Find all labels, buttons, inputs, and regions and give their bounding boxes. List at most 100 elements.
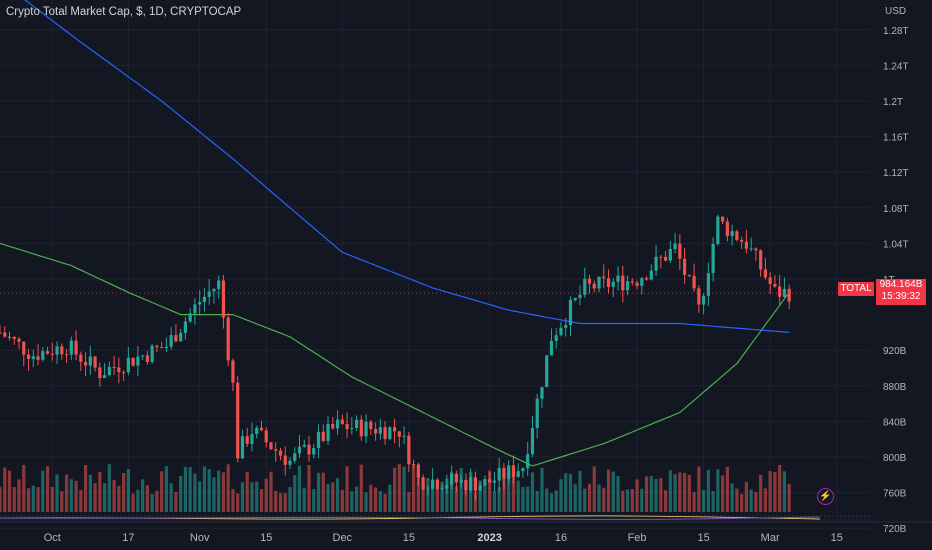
candle-body (578, 294, 582, 298)
volume-bar (131, 493, 135, 512)
volume-bar (549, 493, 554, 512)
candle-body (221, 280, 226, 318)
volume-bar (545, 488, 549, 512)
volume-bar (473, 491, 478, 512)
candle-body (421, 477, 425, 490)
volume-bar (445, 478, 449, 512)
candle-body (79, 354, 83, 362)
candle-body (668, 249, 672, 261)
x-tick-label: 2023 (477, 532, 501, 544)
volume-bar (364, 492, 368, 512)
volume-bar (602, 487, 606, 512)
candle-body (763, 269, 768, 278)
volume-bar (568, 474, 573, 512)
volume-bar (122, 473, 126, 512)
volume-bar (369, 484, 373, 512)
candle-body (644, 278, 649, 280)
volume-bar (583, 488, 587, 512)
volume-bar (136, 489, 140, 512)
volume-bar (179, 475, 183, 512)
volume-bar (644, 476, 649, 512)
volume-bar (264, 478, 268, 512)
volume-bar (373, 487, 378, 512)
candle-body (345, 424, 349, 429)
candle-body (583, 278, 587, 295)
volume-bar (98, 471, 102, 512)
volume-bar (83, 464, 88, 512)
volume-bar (407, 492, 411, 512)
candle-body (535, 398, 539, 428)
volume-bar (378, 491, 382, 512)
volume-bar (64, 474, 69, 512)
candle-body (735, 231, 739, 241)
candle-body (245, 436, 249, 444)
candle-body (692, 275, 696, 289)
volume-bar (702, 489, 706, 512)
candle-body (236, 382, 240, 459)
candle-body (255, 427, 259, 435)
candle-body (359, 419, 363, 437)
candle-body (131, 357, 135, 366)
volume-bar (673, 474, 677, 512)
candle-body (183, 321, 188, 333)
volume-bar (207, 469, 211, 512)
x-tick-label: 15 (831, 532, 843, 544)
candle-body (521, 468, 525, 472)
volume-bar (511, 476, 516, 512)
candle-body (302, 444, 306, 447)
volume-bar (721, 475, 725, 512)
countdown: 15:39:32 (881, 291, 921, 302)
candle-body (74, 340, 78, 355)
volume-bar (450, 471, 454, 512)
volume-bar (773, 472, 777, 512)
y-tick-label: 1.24T (883, 61, 909, 72)
volume-bar (564, 473, 568, 512)
candle-body (269, 442, 273, 450)
candle-body (69, 340, 73, 355)
volume-bar (74, 480, 78, 512)
candle-body (383, 427, 387, 440)
volume-bar (640, 488, 644, 512)
candle-body (364, 421, 368, 437)
y-tick-label: 840B (883, 417, 907, 428)
candle-body (597, 276, 601, 289)
candle-body (207, 291, 211, 297)
volume-bar (245, 471, 249, 512)
flash-icon[interactable]: ⚡ (817, 488, 834, 505)
candle-body (264, 430, 268, 443)
candle-body (36, 356, 40, 360)
volume-bar (678, 472, 682, 512)
volume-bar (526, 486, 530, 512)
volume-bar (706, 469, 710, 512)
volume-bar (659, 478, 663, 512)
volume-bar (787, 483, 791, 512)
volume-bar (606, 469, 611, 512)
volume-bar (102, 483, 107, 512)
chart-title: Crypto Total Market Cap, $, 1D, CRYPTOCA… (6, 6, 242, 18)
volume-bar (654, 478, 658, 512)
candle-body (545, 355, 549, 388)
volume-bar (202, 466, 207, 512)
currency-label: USD (885, 6, 907, 17)
volume-bar (22, 464, 26, 512)
volume-bar (530, 472, 535, 512)
candle-body (188, 313, 192, 322)
candle-body (136, 356, 140, 366)
volume-bar (50, 486, 54, 512)
symbol-badge: TOTAL (838, 282, 874, 296)
candle-body (606, 278, 611, 287)
candle-body (226, 317, 230, 361)
candle-body (145, 355, 149, 362)
volume-bar (274, 490, 278, 512)
candle-body (549, 340, 554, 356)
volume-bar (621, 490, 625, 512)
volume-bar (141, 479, 145, 512)
volume-bar (464, 487, 468, 512)
volume-bar (255, 481, 259, 512)
price-badge: 984.164B 15:39:32 (876, 279, 926, 305)
candle-body (464, 479, 468, 491)
candle-body (754, 248, 758, 251)
candle-body (602, 276, 606, 279)
candle-body (721, 216, 725, 222)
